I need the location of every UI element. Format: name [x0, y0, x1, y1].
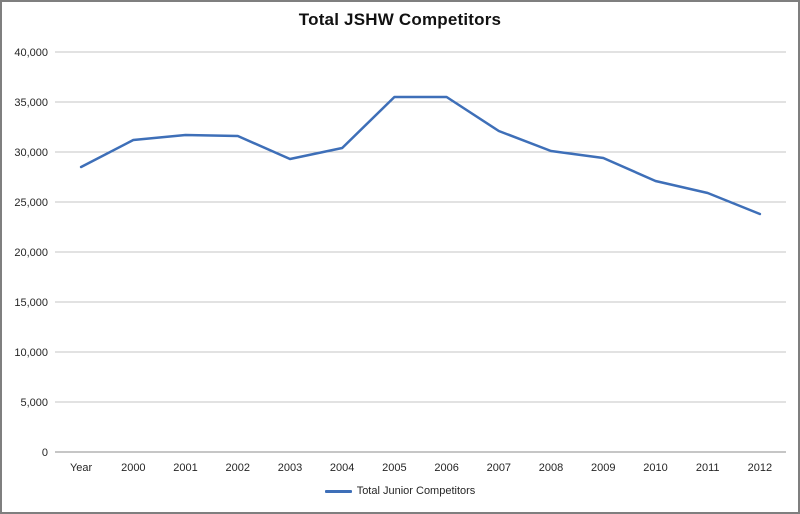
x-axis-label: 2002	[226, 462, 250, 474]
data-series-line	[79, 95, 762, 216]
legend: Total Junior Competitors	[2, 485, 798, 497]
y-axis-label: 15,000	[14, 297, 48, 309]
x-axis-label: 2004	[330, 462, 354, 474]
y-axis-label: 0	[42, 447, 48, 459]
y-axis-label: 40,000	[14, 47, 48, 59]
x-axis-label: 2003	[278, 462, 302, 474]
y-axis-label: 20,000	[14, 247, 48, 259]
x-axis-label: 2001	[173, 462, 197, 474]
y-axis-label: 5,000	[20, 397, 48, 409]
y-axis-label: 25,000	[14, 197, 48, 209]
x-axis-label: 2009	[591, 462, 615, 474]
y-axis-label: 10,000	[14, 347, 48, 359]
x-axis-label: 2010	[643, 462, 667, 474]
x-axis-label: 2007	[487, 462, 511, 474]
x-axis-label: 2011	[696, 462, 720, 474]
legend-line-sample-icon	[324, 489, 352, 493]
x-axis-label: 2005	[382, 462, 406, 474]
x-axis-label: 2008	[539, 462, 563, 474]
x-axis-label: 2000	[121, 462, 145, 474]
x-axis-label: Year	[70, 462, 93, 474]
legend-label: Total Junior Competitors	[356, 485, 476, 497]
y-axis-label: 30,000	[14, 147, 48, 159]
y-axis-label: 35,000	[14, 97, 48, 109]
x-axis-label: 2006	[434, 462, 458, 474]
x-axis-label: 2012	[748, 462, 772, 474]
chart-title: Total JSHW Competitors	[298, 10, 502, 29]
